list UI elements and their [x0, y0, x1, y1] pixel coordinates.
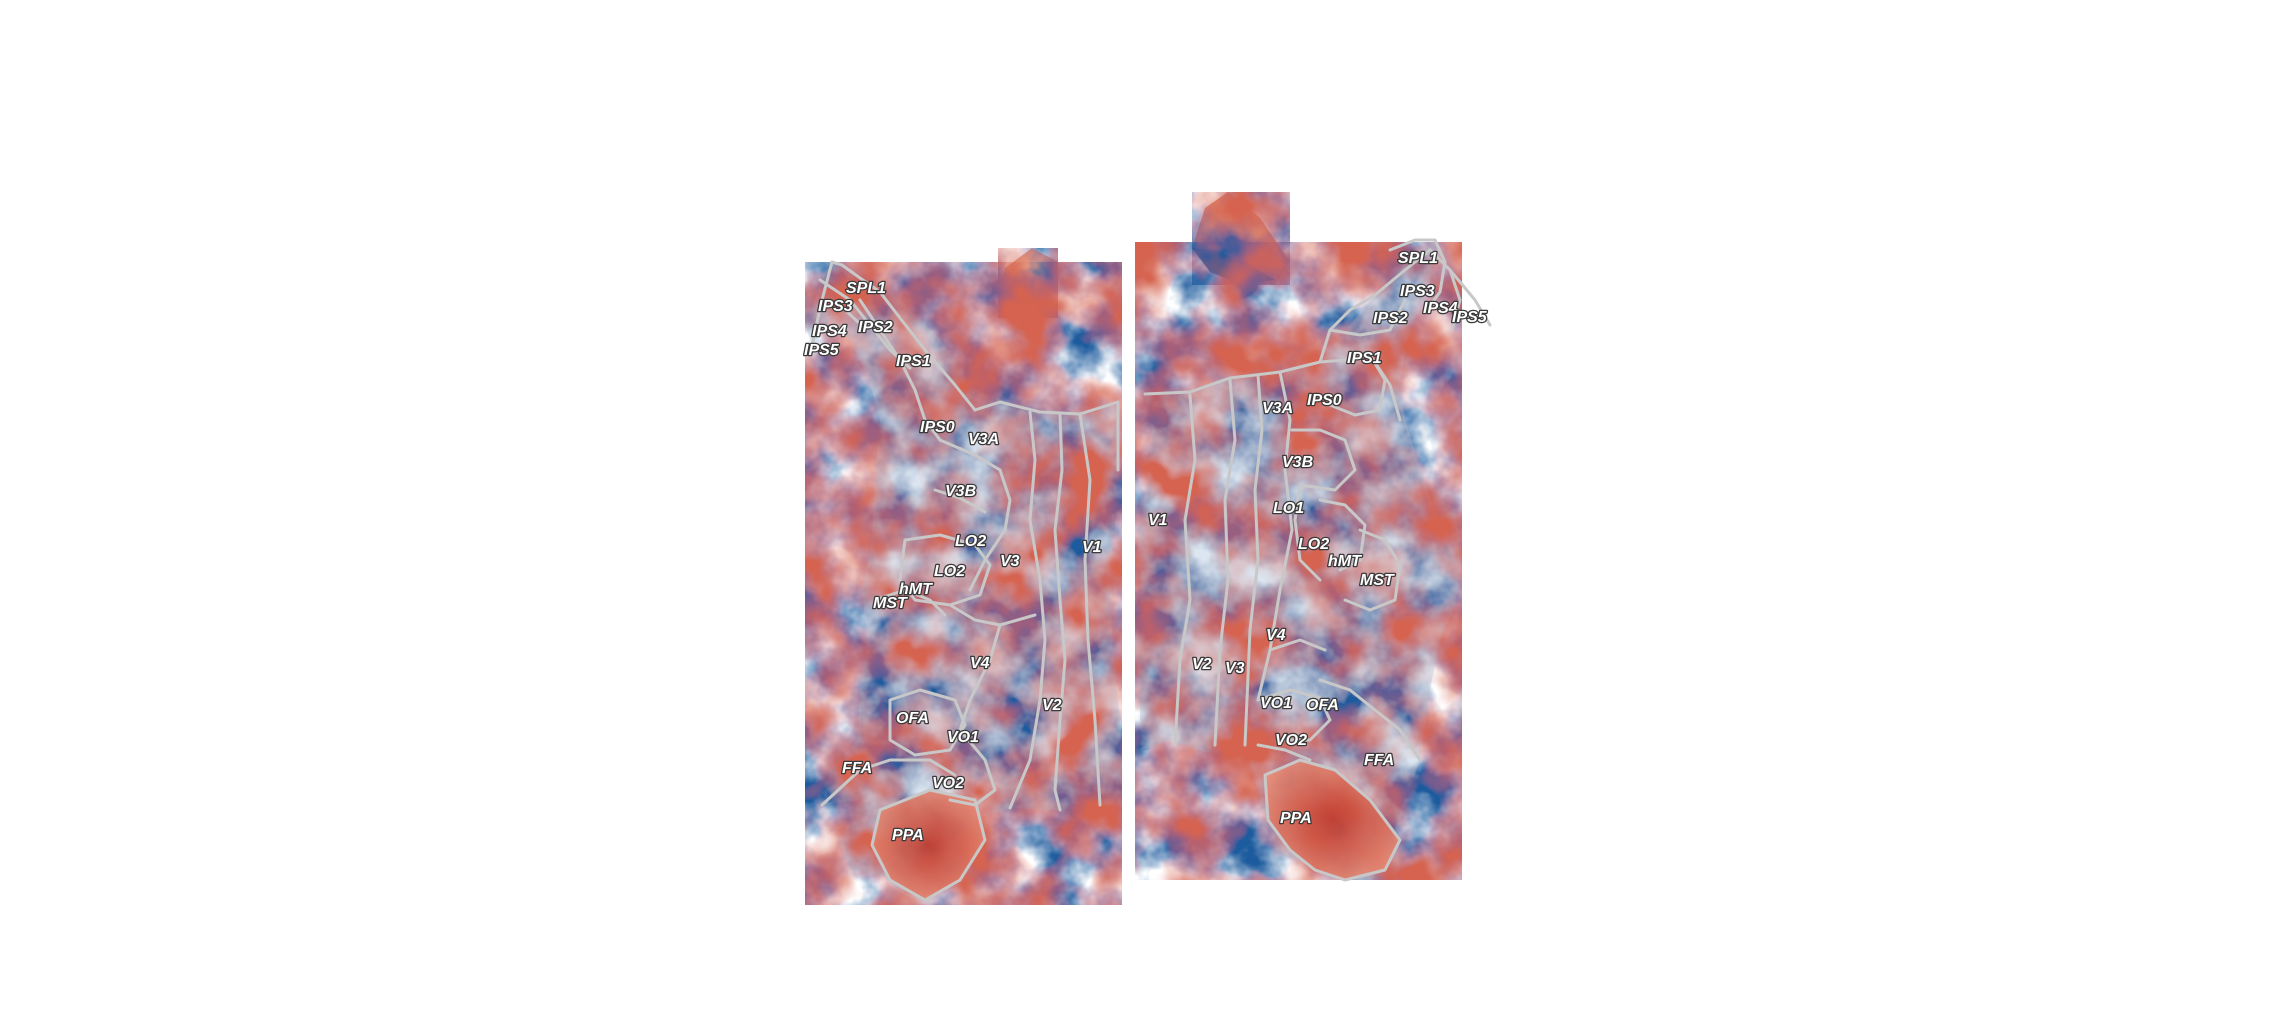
right-label-ips3: IPS3 — [1400, 283, 1435, 300]
left-label-ips1: IPS1 — [896, 353, 931, 370]
right-label-vo2: VO2 — [1275, 732, 1307, 749]
right-label-v4: V4 — [1266, 627, 1286, 644]
right-label-v3: V3 — [1225, 660, 1245, 677]
left-label-ppa: PPA — [892, 827, 924, 844]
right-label-v1: V1 — [1148, 512, 1168, 529]
left-label-ips0: IPS0 — [920, 419, 955, 436]
left-label-mst: MST — [873, 595, 908, 612]
left-detached-patch — [998, 248, 1058, 318]
right-hemisphere: SPL1 IPS3 IPS4 IPS5 IPS2 IPS1 V3A IPS0 V… — [1135, 192, 1492, 882]
left-label-v3: V3 — [1000, 553, 1020, 570]
left-label-ofa: OFA — [896, 710, 929, 727]
left-label-ips2: IPS2 — [858, 319, 893, 336]
right-label-vo1: VO1 — [1260, 695, 1292, 712]
left-label-ips4: IPS4 — [812, 323, 847, 340]
left-label-vo1: VO1 — [947, 729, 979, 746]
right-label-mst: MST — [1360, 572, 1395, 589]
right-label-ffa: FFA — [1364, 752, 1394, 769]
right-label-ips0: IPS0 — [1307, 392, 1342, 409]
right-label-spl1: SPL1 — [1398, 250, 1438, 267]
right-label-ips2: IPS2 — [1373, 310, 1408, 327]
left-ppa-warm — [872, 790, 985, 900]
left-roi-boundaries — [810, 260, 1120, 902]
right-ppa-warm — [1265, 760, 1400, 880]
left-label-lo2-a: LO2 — [955, 533, 986, 550]
left-label-vo2: VO2 — [932, 775, 964, 792]
right-roi-boundaries — [1143, 238, 1492, 882]
right-roi-labels: SPL1 IPS3 IPS4 IPS5 IPS2 IPS1 V3A IPS0 V… — [1147, 249, 1489, 829]
right-label-ips5: IPS5 — [1452, 309, 1488, 326]
right-label-v2: V2 — [1192, 656, 1212, 673]
left-label-v1: V1 — [1082, 539, 1102, 556]
right-label-lo1: LO1 — [1273, 500, 1304, 517]
right-label-v3a: V3A — [1262, 400, 1293, 417]
left-label-spl1: SPL1 — [846, 280, 886, 297]
left-hemisphere: SPL1 IPS3 IPS4 IPS5 IPS2 IPS1 IPS0 V3A V… — [803, 248, 1122, 905]
right-label-ofa: OFA — [1306, 697, 1339, 714]
right-label-hmt: hMT — [1328, 553, 1362, 570]
left-label-v2: V2 — [1042, 697, 1062, 714]
left-label-v3a: V3A — [968, 431, 999, 448]
right-detached-patch-cool — [1192, 248, 1275, 284]
left-label-lo2-b: LO2 — [934, 563, 965, 580]
left-label-hmt: hMT — [899, 581, 933, 598]
right-label-v3b: V3B — [1282, 454, 1313, 471]
right-label-lo2: LO2 — [1298, 536, 1329, 553]
right-label-ips4: IPS4 — [1423, 300, 1458, 317]
left-label-ips5: IPS5 — [804, 342, 840, 359]
left-roi-labels: SPL1 IPS3 IPS4 IPS5 IPS2 IPS1 IPS0 V3A V… — [803, 279, 1103, 846]
left-label-v4: V4 — [970, 655, 990, 672]
left-cortex-surface — [805, 262, 1122, 905]
left-label-ips3: IPS3 — [818, 298, 853, 315]
left-label-v3b: V3B — [945, 483, 976, 500]
right-label-ips1: IPS1 — [1347, 350, 1382, 367]
right-label-ppa: PPA — [1280, 810, 1312, 827]
left-label-ffa: FFA — [842, 760, 872, 777]
